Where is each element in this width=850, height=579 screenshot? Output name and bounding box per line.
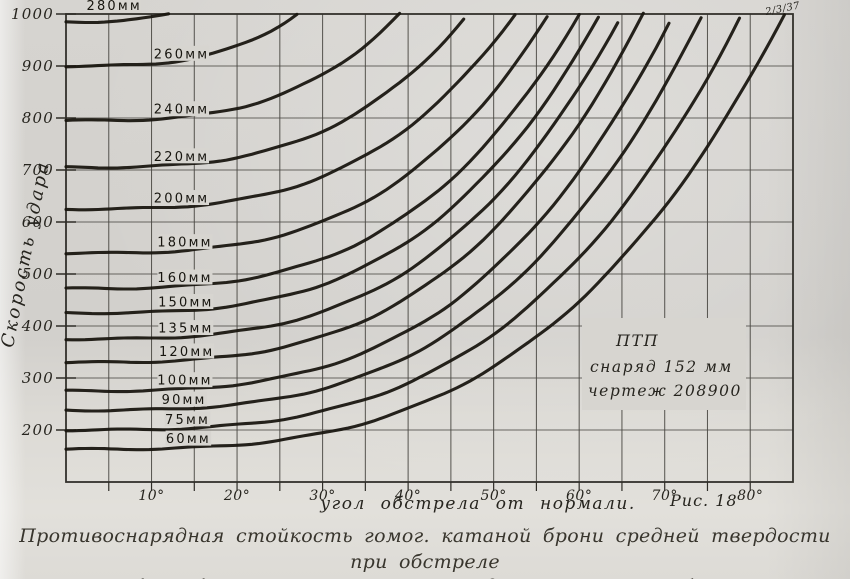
curve-label-mask — [158, 294, 214, 310]
armor-curve — [64, 11, 645, 365]
y-tick-label: 300 — [22, 369, 54, 387]
figure-label: Рис. 18 — [669, 491, 738, 510]
y-tick-label: 500 — [22, 265, 54, 283]
curve-label: 160мм — [157, 271, 212, 286]
curve-label: 180мм — [157, 236, 212, 251]
armor-curve — [64, 17, 466, 170]
curve-label: 90мм — [162, 393, 207, 408]
armor-curve — [64, 11, 402, 123]
curve-label: 240мм — [154, 103, 209, 118]
armor-curve — [64, 16, 742, 433]
curve-label: 100мм — [157, 374, 212, 389]
annotation-text: ПТП — [615, 331, 659, 350]
x-tick-label: 30° — [309, 488, 335, 504]
curve-label-mask — [86, 0, 142, 13]
armor-curve — [64, 21, 620, 342]
x-tick-label: 50° — [480, 488, 506, 504]
chart-canvas: 1000 900 800 700 600 500 400 300 200 10° 20° 30° 40°… — [0, 0, 801, 545]
x-tick-label: 20° — [223, 488, 250, 504]
armor-curve — [64, 12, 581, 291]
y-tick-label: 800 — [22, 109, 54, 127]
x-tick-label: 40° — [394, 488, 421, 504]
y-tick-label: 400 — [21, 317, 54, 335]
curve-label: 75мм — [165, 413, 210, 428]
x-tick-label: 60° — [566, 488, 592, 504]
chart-caption: Противоснарядная стойкость гомог. катано… — [0, 523, 850, 579]
curve-label-mask — [157, 234, 213, 250]
curve-label-mask — [165, 430, 212, 446]
armor-curve — [64, 21, 671, 394]
curve-label-mask — [154, 45, 210, 61]
x-axis-title: угол обстрела от нормали. — [319, 494, 635, 514]
y-tick-label: 700 — [22, 161, 54, 179]
annotation-text: чертеж 208900 — [588, 382, 742, 400]
curve-label-mask — [154, 101, 210, 117]
armor-curve — [64, 16, 703, 413]
armor-curve — [64, 15, 600, 316]
annotation-box — [582, 318, 746, 410]
curve-label: 120мм — [159, 345, 214, 360]
curve-label: 260мм — [154, 47, 209, 62]
armor-curve — [64, 15, 549, 256]
x-tick-label: 10° — [138, 488, 164, 504]
y-tick-label: 900 — [22, 57, 54, 75]
caption-line-1: Противоснарядная стойкость гомог. катано… — [19, 525, 831, 573]
curve-label-mask — [161, 391, 207, 407]
curve-label: 150мм — [158, 296, 213, 311]
x-tick-label: 80° — [737, 488, 763, 504]
curve-label-mask — [159, 343, 215, 359]
curve-label: 280мм — [86, 0, 141, 14]
curve-label: 200мм — [154, 192, 209, 207]
caption-line-2: бронебойным остроголовым сн-дом 152 мм к… — [0, 575, 850, 579]
curve-label-mask — [158, 320, 214, 336]
y-tick-label: 600 — [22, 213, 54, 231]
curve-label: 60мм — [166, 432, 211, 447]
armor-curve — [64, 12, 171, 25]
plot-frame — [65, 13, 794, 483]
x-tick-label: 70° — [652, 488, 678, 504]
armor-curve — [64, 13, 517, 212]
curve-label-mask — [154, 190, 210, 206]
armor-curve — [64, 12, 299, 69]
curve-label-mask — [154, 148, 210, 164]
y-tick-label: 1000 — [11, 5, 54, 23]
annotation-text: снаряд 152 мм — [590, 358, 733, 376]
curve-label: 135мм — [158, 322, 213, 337]
curve-label-mask — [157, 269, 213, 285]
curve-label: 220мм — [154, 150, 209, 165]
curve-label-mask — [157, 372, 213, 388]
y-tick-label: 200 — [21, 421, 54, 439]
curve-label-mask — [164, 411, 211, 427]
armor-curve — [64, 13, 786, 452]
